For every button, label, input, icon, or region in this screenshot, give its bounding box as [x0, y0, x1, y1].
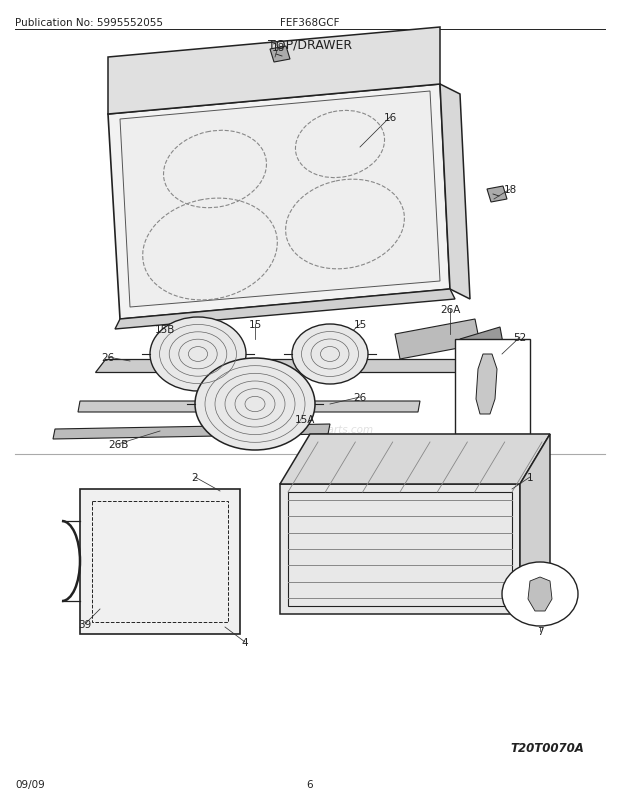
Polygon shape: [460, 327, 505, 367]
Text: 26B: 26B: [108, 439, 128, 449]
Polygon shape: [520, 435, 550, 614]
Polygon shape: [476, 354, 497, 415]
Text: 39: 39: [78, 619, 92, 630]
Ellipse shape: [150, 318, 246, 391]
Polygon shape: [455, 339, 530, 435]
Text: 15B: 15B: [155, 325, 175, 334]
Polygon shape: [80, 489, 240, 634]
Text: 26A: 26A: [440, 305, 460, 314]
Text: 26: 26: [353, 392, 366, 403]
Text: 52: 52: [513, 333, 526, 342]
Text: 6: 6: [307, 779, 313, 789]
Polygon shape: [95, 359, 480, 373]
Polygon shape: [528, 577, 552, 611]
Polygon shape: [78, 402, 420, 412]
Polygon shape: [53, 424, 330, 439]
Text: 16: 16: [383, 113, 397, 123]
Text: 4: 4: [242, 638, 249, 647]
Polygon shape: [487, 187, 507, 203]
Text: 15: 15: [353, 320, 366, 330]
Polygon shape: [270, 47, 290, 63]
Ellipse shape: [502, 562, 578, 626]
Text: 18: 18: [503, 184, 516, 195]
Polygon shape: [108, 28, 440, 115]
Text: 15: 15: [249, 320, 262, 330]
Text: 18: 18: [272, 43, 285, 53]
Polygon shape: [115, 290, 455, 330]
Polygon shape: [395, 320, 480, 359]
Polygon shape: [120, 92, 440, 308]
Polygon shape: [108, 85, 450, 320]
Polygon shape: [280, 435, 550, 484]
Text: Publication No: 5995552055: Publication No: 5995552055: [15, 18, 163, 28]
Text: FEF368GCF: FEF368GCF: [280, 18, 340, 28]
Polygon shape: [280, 484, 520, 614]
Text: T20T0070A: T20T0070A: [510, 741, 584, 754]
Text: 2: 2: [192, 472, 198, 482]
Polygon shape: [440, 85, 470, 300]
Text: 09/09: 09/09: [15, 779, 45, 789]
Text: 15A: 15A: [295, 415, 315, 424]
Ellipse shape: [195, 358, 315, 451]
Text: 26: 26: [102, 353, 115, 363]
Text: eReplacementParts.com: eReplacementParts.com: [246, 424, 374, 435]
Text: 7: 7: [537, 626, 543, 636]
Ellipse shape: [292, 325, 368, 384]
Text: 1: 1: [526, 472, 533, 482]
Text: TOP/DRAWER: TOP/DRAWER: [268, 38, 352, 51]
